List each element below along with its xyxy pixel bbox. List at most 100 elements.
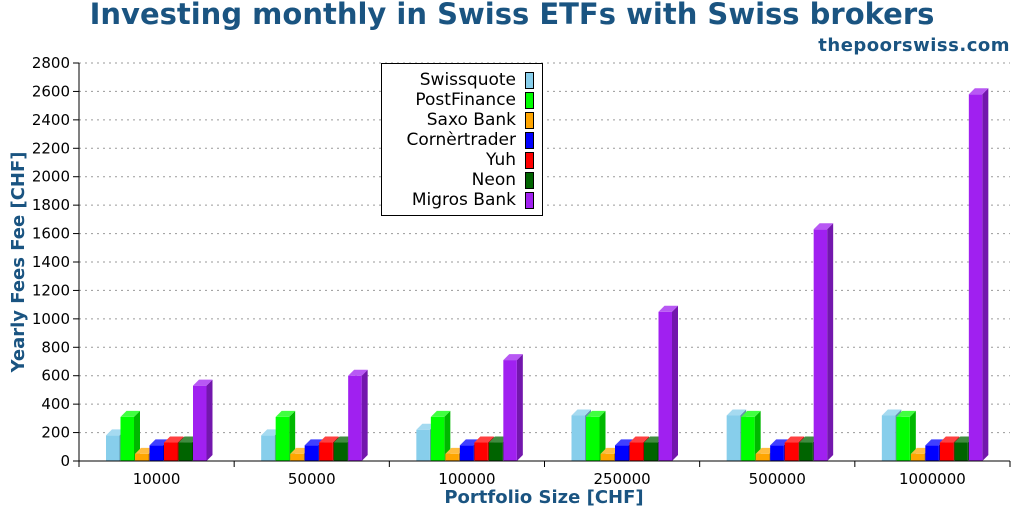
bar-top (474, 436, 494, 443)
bar-front (459, 445, 474, 461)
bar-front (968, 94, 983, 462)
x-tick-label: 10000 (133, 470, 181, 488)
y-tick-label: 1600 (32, 225, 70, 243)
bar-top (881, 409, 902, 416)
bar-postfinance (896, 410, 916, 461)
x-tick-label: 500000 (749, 470, 806, 488)
legend-item: Migros Bank (412, 190, 534, 210)
bar-front (896, 416, 910, 461)
bar-front (658, 311, 672, 461)
y-tick-label: 1000 (32, 310, 70, 328)
bar-top (726, 409, 747, 416)
chart-title: Investing monthly in Swiss ETFs with Swi… (89, 0, 935, 31)
bar-migros-bank (658, 305, 678, 461)
bar-front (910, 453, 925, 461)
bar-front (430, 416, 445, 461)
bar-migros-bank (813, 223, 834, 461)
bar-migros-bank (968, 88, 989, 462)
y-tick-label: 1400 (32, 253, 70, 271)
y-tick-label: 800 (41, 338, 70, 356)
legend-item: Cornèrtrader (406, 130, 534, 150)
site-credit: thepoorswiss.com (818, 35, 1010, 56)
legend-swatch (525, 131, 534, 149)
bar-side (909, 410, 916, 461)
y-tick-label: 0 (60, 452, 70, 470)
bar-front (474, 442, 488, 461)
bar-front (333, 442, 348, 461)
bar-front (445, 453, 459, 461)
y-tick-label: 2600 (32, 82, 70, 100)
bar-front (571, 415, 585, 461)
bar-top (658, 305, 678, 312)
bar-top (896, 410, 916, 417)
bar-side (516, 354, 523, 461)
bar-front (178, 442, 192, 461)
y-tick-label: 2800 (32, 54, 70, 72)
legend-item: Swissquote (420, 70, 534, 90)
y-tick-label: 1800 (32, 196, 70, 214)
x-tick-label: 100000 (438, 470, 495, 488)
bar-front (193, 385, 207, 461)
bar-migros-bank (348, 369, 368, 461)
bar-front (488, 442, 503, 461)
x-tick-label: 250000 (593, 470, 650, 488)
bar-front (586, 416, 600, 461)
bar-side (206, 379, 213, 461)
bar-front (881, 415, 896, 461)
bar-front (615, 445, 629, 461)
bar-side (827, 223, 834, 461)
bar-front (135, 453, 149, 461)
legend-item: Neon (472, 170, 534, 190)
bar-front (290, 453, 304, 461)
bar-postfinance (120, 410, 140, 461)
legend-item: PostFinance (415, 90, 534, 110)
bar-top (503, 354, 523, 361)
bar-postfinance (275, 410, 296, 461)
bar-front (120, 416, 134, 461)
x-tick-label: 1000000 (899, 470, 966, 488)
y-tick-label: 600 (41, 367, 70, 385)
bar-front (261, 435, 275, 461)
legend-label: Saxo Bank (426, 110, 516, 130)
legend-item: Saxo Bank (427, 110, 534, 130)
legend-item: Yuh (486, 150, 534, 170)
legend-label: Neon (471, 170, 516, 190)
bar-front (416, 429, 430, 461)
bar-front (954, 442, 968, 461)
grid-lines (79, 62, 1010, 434)
bar-front (600, 453, 614, 461)
bar-top (939, 436, 960, 443)
x-tick-label: 50000 (288, 470, 336, 488)
bar-top (164, 436, 184, 443)
bar-top (275, 410, 296, 417)
legend-swatch (525, 71, 534, 89)
bar-migros-bank (193, 379, 213, 461)
bar-front (275, 416, 290, 461)
bars (106, 88, 989, 462)
bar-front (149, 445, 163, 461)
bar-postfinance (430, 410, 451, 461)
y-tick-label: 200 (41, 424, 70, 442)
legend: Swissquote PostFinance Saxo Bank Cornèrtrad… (381, 63, 543, 216)
bar-front (726, 415, 741, 461)
bar-front (644, 442, 658, 461)
bar-side (289, 410, 296, 461)
bar-postfinance (741, 410, 761, 461)
bar-front (813, 229, 828, 461)
bar-postfinance (586, 410, 606, 461)
bar-front (799, 442, 813, 461)
bar-front (755, 453, 770, 461)
bar-top (348, 369, 368, 376)
bar-top (784, 436, 805, 443)
legend-label: Cornèrtrader (406, 130, 517, 150)
bar-top (968, 88, 989, 95)
bar-front (741, 416, 755, 461)
legend-swatch (525, 171, 534, 189)
bar-front (106, 435, 120, 461)
legend-swatch (525, 111, 534, 129)
y-axis-label: Yearly Fees Fee [CHF] (8, 151, 29, 373)
y-tick-label: 2200 (32, 139, 70, 157)
bar-top (571, 409, 591, 416)
bar-side (599, 410, 606, 461)
